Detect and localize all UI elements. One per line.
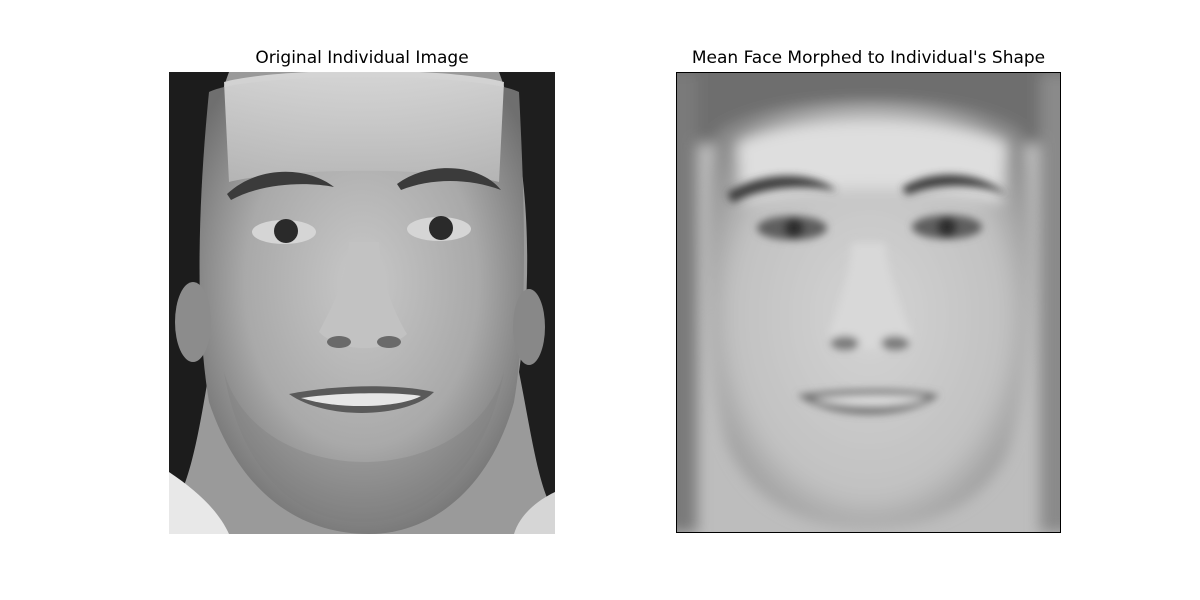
panel-title-original: Original Individual Image: [255, 48, 469, 68]
mean-face-morphed-image: [676, 72, 1061, 533]
panel-title-morphed: Mean Face Morphed to Individual's Shape: [691, 48, 1046, 68]
original-face-image: [169, 72, 555, 534]
